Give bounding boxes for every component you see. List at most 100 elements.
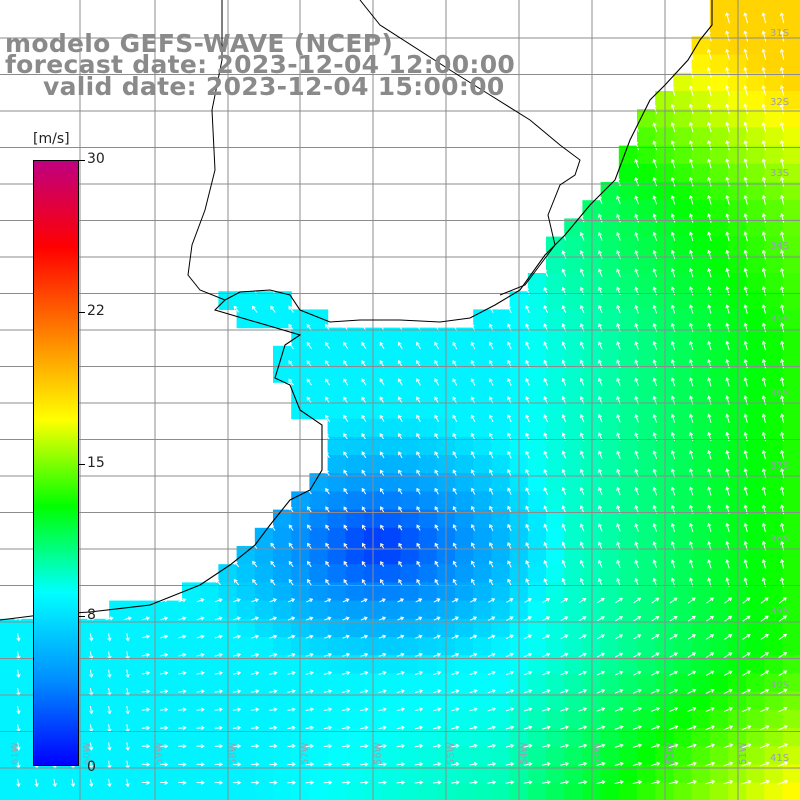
field-cell [382,418,401,438]
field-cell [236,782,256,800]
wind-arrow [524,634,533,640]
field-cell [309,364,329,383]
field-cell [109,618,128,638]
field-cell [637,109,656,128]
field-cell [746,364,765,383]
wind-arrow [252,542,258,550]
field-cell [382,345,401,365]
field-cell [418,546,438,565]
field-cell [709,509,729,529]
field-cell [18,655,37,674]
wind-arrow [743,176,748,187]
coastline-path [0,0,713,621]
wind-arrow [541,743,551,748]
field-cell [709,564,729,583]
wind-arrow [52,778,57,788]
field-cell [728,546,747,565]
wind-arrow [125,778,130,788]
wind-arrow [343,414,349,422]
latitude-label: 35S [770,314,789,325]
wind-arrow [743,304,748,314]
wind-arrow [634,577,639,587]
field-cell [455,509,474,529]
field-cell [400,364,420,383]
wind-arrow [452,560,457,568]
wind-arrow [341,762,351,767]
wind-arrow [689,268,694,278]
wind-arrow [451,762,460,767]
wind-arrow [761,231,766,242]
wind-arrow [725,522,730,533]
field-cell [18,637,37,656]
wind-arrow [343,506,348,513]
field-cell [455,327,474,347]
wind-arrow [452,469,458,477]
wind-arrow [779,121,785,133]
wind-arrow [651,616,660,622]
wind-arrow [670,140,676,151]
wind-arrow [398,469,403,477]
field-cell [782,364,800,383]
wind-arrow [396,762,406,767]
field-cell [291,327,310,347]
wind-arrow [396,652,405,657]
wind-arrow [251,707,260,712]
field-cell [382,637,401,656]
field-cell [782,0,800,19]
wind-arrow [579,486,585,496]
field-cell [746,54,765,74]
wind-arrow [668,780,679,785]
wind-arrow [632,780,643,785]
wind-arrow [432,707,442,712]
field-cell [618,418,638,438]
field-cell [673,618,693,638]
field-cell [728,345,747,365]
field-cell [491,400,511,420]
field-cell [746,254,765,274]
field-cell [418,345,438,365]
field-cell [637,182,656,201]
wind-arrow [269,689,278,694]
wind-arrow [777,725,788,731]
wind-arrow [779,139,785,151]
field-cell [618,673,638,693]
field-cell [600,728,620,747]
field-cell [709,309,729,329]
field-cell [564,382,583,401]
field-cell [746,182,765,201]
field-cell [728,36,747,56]
wind-arrow [507,414,512,423]
wind-arrow [507,505,512,513]
wind-arrow [578,634,587,640]
wind-arrow [560,780,570,785]
field-cell [673,600,693,620]
field-cell [109,728,128,747]
wind-arrow [741,706,752,713]
field-cell [200,673,219,693]
wind-arrow [489,578,494,586]
field-cell [782,746,800,765]
title-forecast-date: forecast date: 2023-12-04 12:00:00 [5,50,516,79]
field-cell [382,364,401,383]
field-cell [163,782,183,800]
field-cell [345,491,365,511]
field-cell [746,473,765,492]
field-cell [200,764,219,784]
wind-arrow [725,304,730,314]
field-cell [709,709,729,729]
field-cell [691,436,711,456]
field-cell [473,473,492,492]
colorbar-tickmark [79,160,85,161]
field-cell [309,309,329,329]
field-cell [637,145,656,165]
wind-arrow [323,671,333,676]
wind-arrow [196,743,205,749]
field-cell [273,691,292,711]
wind-arrow [578,689,588,694]
wind-arrow [269,780,278,785]
field-cell [400,582,420,602]
field-cell [345,582,365,602]
field-cell [600,400,620,420]
wind-arrow [107,778,112,788]
field-cell [273,618,292,638]
